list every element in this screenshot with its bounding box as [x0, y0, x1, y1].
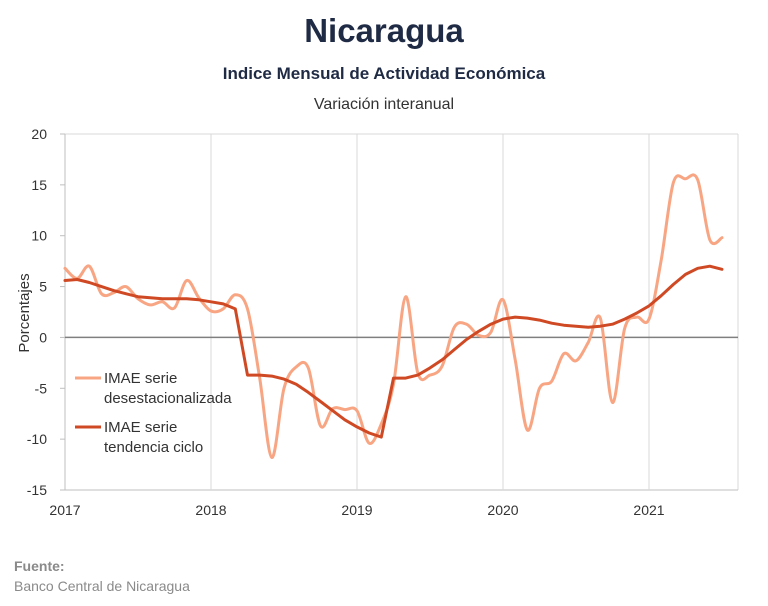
chart-subtitle: Indice Mensual de Actividad Económica — [222, 64, 546, 83]
y-tick-label: 10 — [31, 228, 47, 244]
x-tick-label: 2019 — [341, 502, 372, 518]
y-tick-label: 5 — [39, 279, 47, 295]
legend-label: tendencia ciclo — [104, 439, 203, 456]
line-chart: 2017 2018 2019 2020 2021 20 15 10 5 0 -5 -10 -15 IMA… — [16, 126, 739, 518]
legend: IMAE serie desestacionalizada IMAE serie te… — [75, 370, 232, 456]
chart-caption: Variación interanual — [313, 96, 455, 113]
y-tick-label: 15 — [31, 177, 47, 193]
chart-title: Nicaragua — [304, 12, 464, 49]
series-line-tendencia-ciclo — [63, 264, 724, 439]
x-tick-label: 2021 — [633, 502, 664, 518]
y-tick-label: -5 — [35, 380, 48, 396]
legend-label: IMAE serie — [104, 370, 177, 387]
y-tick-label: -15 — [27, 482, 47, 498]
legend-label: IMAE serie — [104, 419, 177, 436]
source-text: Banco Central de Nicaragua — [14, 578, 190, 594]
legend-label: desestacionalizada — [104, 390, 232, 407]
series-line-desestacionalizada — [63, 173, 724, 460]
y-tick-label: 0 — [39, 329, 47, 345]
x-tick-label: 2020 — [487, 502, 518, 518]
x-tick-label: 2017 — [49, 502, 80, 518]
x-tick-label: 2018 — [195, 502, 226, 518]
y-axis-label: Porcentajes — [16, 273, 33, 352]
axis-layer: 2017 2018 2019 2020 2021 20 15 10 5 0 -5 -10 -15 — [27, 126, 665, 518]
source-label: Fuente: — [14, 558, 65, 574]
y-tick-label: 20 — [31, 126, 47, 142]
series-layer — [63, 173, 724, 460]
y-tick-label: -10 — [27, 431, 47, 447]
grid-layer — [64, 133, 739, 491]
